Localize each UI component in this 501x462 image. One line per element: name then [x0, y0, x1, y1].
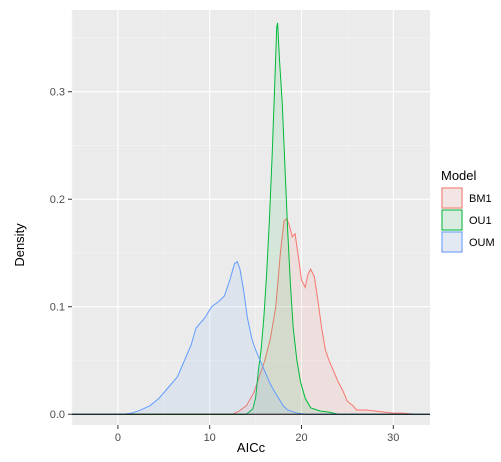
- y-tick-label: 0.3: [50, 87, 65, 99]
- major-gridlines: [72, 10, 430, 425]
- legend-key-bm1: [441, 187, 463, 209]
- legend-key-bg: [441, 231, 463, 253]
- area-fill-oum: [72, 261, 430, 415]
- density-areas: [72, 22, 430, 415]
- legend-label-ou1: OU1: [469, 215, 492, 227]
- legend: Model BM1 OU1 OUM: [441, 168, 495, 253]
- legend-title: Model: [441, 168, 477, 183]
- plot-panel: [72, 10, 430, 425]
- x-tick-label: 10: [204, 432, 216, 444]
- minor-gridlines: [71, 10, 430, 425]
- y-axis-title: Density: [12, 223, 27, 267]
- y-axis-ticks: 0.0 0.1 0.2 0.3: [50, 87, 72, 421]
- x-axis-ticks: 0 10 20 30: [115, 425, 399, 444]
- x-tick-label: 30: [387, 432, 399, 444]
- y-tick-label: 0.1: [50, 302, 65, 314]
- legend-key-oum: [441, 231, 463, 253]
- x-tick-label: 0: [115, 432, 121, 444]
- density-line-oum: [72, 260, 430, 415]
- density-line-ou1: [72, 22, 430, 415]
- legend-key-bg: [441, 209, 463, 231]
- legend-key-bg: [441, 187, 463, 209]
- density-line-bm1: [72, 217, 430, 415]
- legend-key-ou1: [441, 209, 463, 231]
- legend-label-oum: OUM: [469, 237, 495, 249]
- legend-label-bm1: BM1: [469, 193, 492, 205]
- x-axis-title: AICc: [237, 440, 266, 455]
- x-tick-label: 20: [295, 432, 307, 444]
- y-tick-label: 0.0: [50, 409, 65, 421]
- y-tick-label: 0.2: [50, 194, 65, 206]
